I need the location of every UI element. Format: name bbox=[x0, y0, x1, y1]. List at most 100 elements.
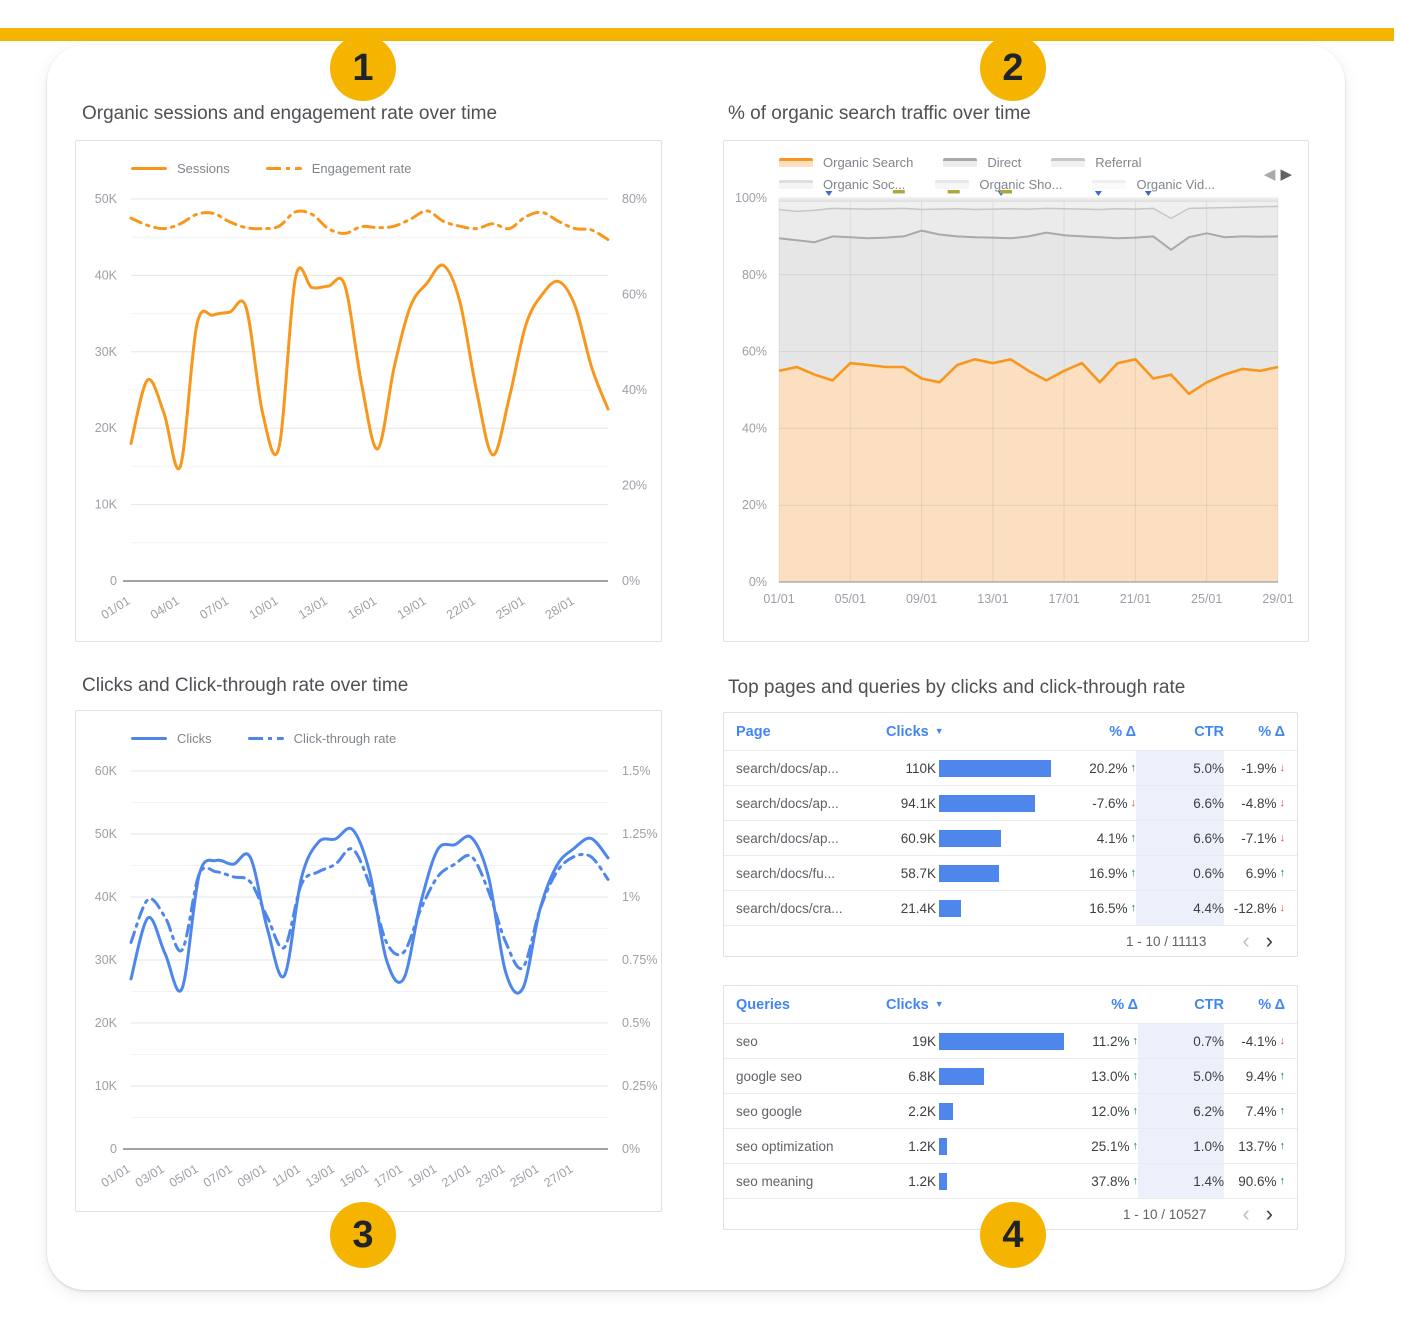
svg-text:01/01: 01/01 bbox=[99, 594, 133, 622]
svg-text:17/01: 17/01 bbox=[1048, 592, 1079, 606]
legend-next-icon[interactable]: ▶ bbox=[1280, 166, 1292, 183]
trend-icon: ↑ bbox=[1132, 1035, 1139, 1047]
delta-ctr-cell: 90.6% ↑ bbox=[1238, 1173, 1286, 1189]
col-header-clicks[interactable]: Clicks ▼ bbox=[886, 996, 944, 1013]
svg-text:09/01: 09/01 bbox=[235, 1162, 269, 1190]
svg-text:03/01: 03/01 bbox=[133, 1162, 167, 1190]
badge-number: 4 bbox=[1002, 1213, 1024, 1256]
svg-text:21/01: 21/01 bbox=[439, 1162, 473, 1190]
dashboard-card: Organic sessions and engagement rate ove… bbox=[47, 45, 1345, 1290]
svg-text:30K: 30K bbox=[95, 953, 118, 967]
svg-text:0%: 0% bbox=[622, 1142, 640, 1156]
col-header-delta-ctr[interactable]: % Δ bbox=[1258, 723, 1285, 740]
legend-pagination: ◀ ▶ bbox=[1264, 165, 1292, 183]
svg-text:25/01: 25/01 bbox=[508, 1162, 542, 1190]
svg-text:09/01: 09/01 bbox=[906, 592, 937, 606]
annotation-badge-2: 2 bbox=[980, 35, 1046, 101]
svg-text:10/01: 10/01 bbox=[247, 594, 281, 622]
prev-page-button[interactable]: ‹ bbox=[1242, 1201, 1250, 1226]
svg-text:21/01: 21/01 bbox=[1120, 592, 1151, 606]
legend-prev-icon[interactable]: ◀ bbox=[1263, 166, 1276, 183]
svg-text:60%: 60% bbox=[622, 288, 647, 302]
svg-text:01/01: 01/01 bbox=[763, 592, 794, 606]
trend-icon: ↓ bbox=[1130, 797, 1137, 809]
direct-swatch bbox=[943, 158, 978, 167]
ctr-cell: 0.6% bbox=[1136, 856, 1224, 890]
svg-text:40%: 40% bbox=[622, 383, 647, 397]
svg-text:40K: 40K bbox=[95, 890, 118, 904]
next-page-button[interactable]: › bbox=[1265, 928, 1273, 953]
table-row: search/docs/fu... 58.7K 16.9% ↑ 0.6% 6.9%… bbox=[724, 855, 1297, 890]
top-accent-bar bbox=[0, 28, 1394, 41]
next-page-button[interactable]: › bbox=[1265, 1201, 1273, 1226]
trend-icon: ↓ bbox=[1279, 762, 1286, 774]
svg-text:20K: 20K bbox=[95, 421, 118, 435]
col-header-delta-clicks[interactable]: % Δ bbox=[1109, 723, 1136, 740]
ctr-cell: 0.7% bbox=[1138, 1024, 1224, 1058]
engagement-line-swatch bbox=[265, 167, 302, 170]
queries-pagination: 1 - 10 / 10527 ‹ › bbox=[724, 1198, 1297, 1229]
trend-icon: ↓ bbox=[1279, 832, 1286, 844]
legend-label-sessions: Sessions bbox=[177, 161, 230, 176]
sessions-chart-panel: Sessions Engagement rate 0 10K 20K 30K 40K 50… bbox=[75, 140, 662, 642]
col-header-clicks[interactable]: Clicks ▼ bbox=[886, 723, 944, 740]
queries-table-header: Queries Clicks ▼ % Δ CTR % Δ bbox=[724, 986, 1297, 1023]
svg-text:80%: 80% bbox=[622, 192, 647, 206]
svg-text:30K: 30K bbox=[95, 345, 118, 359]
delta-clicks-cell: 12.0% ↑ bbox=[1091, 1103, 1139, 1119]
col-header-queries[interactable]: Queries bbox=[736, 996, 790, 1013]
legend-item-referral: Referral bbox=[1051, 155, 1142, 170]
col-header-delta-clicks[interactable]: % Δ bbox=[1111, 996, 1138, 1013]
svg-text:13/01: 13/01 bbox=[296, 594, 330, 622]
svg-text:01/01: 01/01 bbox=[99, 1162, 133, 1190]
legend-item-engagement: Engagement rate bbox=[265, 161, 412, 176]
traffic-legend: Organic Search Direct Referral Organic S… bbox=[779, 155, 1215, 192]
trend-icon: ↑ bbox=[1279, 1175, 1286, 1187]
table-row: seo optimization 1.2K 25.1% ↑ 1.0% 13.7% ↑ bbox=[724, 1128, 1297, 1163]
ctr-line-swatch bbox=[247, 737, 284, 740]
svg-text:1%: 1% bbox=[622, 890, 640, 904]
svg-text:04/01: 04/01 bbox=[148, 594, 182, 622]
svg-text:80%: 80% bbox=[742, 268, 767, 282]
organic-shopping-swatch bbox=[935, 180, 970, 189]
legend-item-organic-search: Organic Search bbox=[779, 155, 913, 170]
svg-text:50K: 50K bbox=[95, 192, 118, 206]
col-header-ctr[interactable]: CTR bbox=[1194, 996, 1224, 1013]
col-header-page[interactable]: Page bbox=[736, 723, 771, 740]
clicks-cell: 60.9K bbox=[886, 821, 1058, 855]
legend-label-engagement: Engagement rate bbox=[311, 161, 412, 176]
badge-number: 1 bbox=[352, 46, 374, 89]
legend-label-direct: Direct bbox=[987, 155, 1022, 170]
svg-text:07/01: 07/01 bbox=[197, 594, 231, 622]
delta-clicks-cell: 4.1% ↑ bbox=[1096, 830, 1136, 846]
clicks-panel-title: Clicks and Click-through rate over time bbox=[82, 675, 409, 696]
svg-text:25/01: 25/01 bbox=[493, 594, 527, 622]
clicks-bar bbox=[939, 829, 1001, 847]
legend-label-clicks: Clicks bbox=[177, 731, 212, 746]
clicks-bar bbox=[939, 1137, 947, 1155]
col-header-delta-ctr[interactable]: % Δ bbox=[1258, 996, 1285, 1013]
trend-icon: ↑ bbox=[1132, 1105, 1139, 1117]
svg-text:05/01: 05/01 bbox=[835, 592, 866, 606]
svg-text:0%: 0% bbox=[749, 575, 767, 589]
ctr-cell: 6.6% bbox=[1136, 821, 1224, 855]
legend-label-organic-social: Organic Soc... bbox=[823, 177, 906, 192]
clicks-bar bbox=[939, 864, 999, 882]
svg-text:40K: 40K bbox=[95, 268, 118, 282]
table-row: google seo 6.8K 13.0% ↑ 5.0% 9.4% ↑ bbox=[724, 1058, 1297, 1093]
col-header-ctr[interactable]: CTR bbox=[1194, 723, 1224, 740]
prev-page-button[interactable]: ‹ bbox=[1242, 928, 1250, 953]
svg-text:27/01: 27/01 bbox=[542, 1162, 576, 1190]
svg-text:29/01: 29/01 bbox=[1262, 592, 1293, 606]
trend-icon: ↑ bbox=[1130, 902, 1137, 914]
trend-icon: ↑ bbox=[1279, 1105, 1286, 1117]
sessions-chart: 0 10K 20K 30K 40K 50K 0% 20% 40% 60% 80% 01/01 04/01… bbox=[95, 192, 647, 622]
svg-text:10K: 10K bbox=[95, 1079, 118, 1093]
sessions-panel-title: Organic sessions and engagement rate ove… bbox=[82, 103, 498, 124]
referral-swatch bbox=[1051, 158, 1086, 167]
pages-pagination: 1 - 10 / 11113 ‹ › bbox=[724, 925, 1297, 956]
trend-icon: ↓ bbox=[1279, 797, 1286, 809]
annotation-badge-4: 4 bbox=[980, 1202, 1046, 1268]
delta-clicks-cell: 13.0% ↑ bbox=[1091, 1068, 1138, 1084]
